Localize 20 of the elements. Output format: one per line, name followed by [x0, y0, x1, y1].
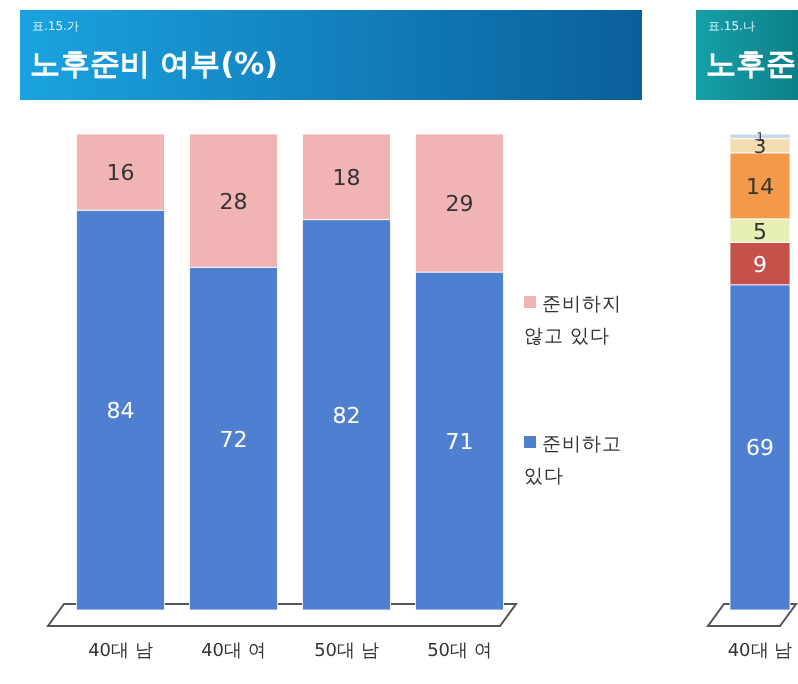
data-label: 72 — [219, 426, 248, 453]
data-label: 16 — [106, 160, 135, 186]
data-label: 3 — [753, 137, 767, 160]
data-label: 82 — [332, 402, 361, 429]
data-label: 84 — [106, 398, 135, 424]
chart-title: 노후준 — [706, 46, 796, 82]
data-label: 29 — [445, 190, 474, 217]
data-label: 14 — [746, 173, 774, 200]
x-tick-label: 40대 남 — [727, 642, 793, 662]
data-label: 28 — [219, 188, 248, 215]
data-label: 5 — [753, 218, 767, 245]
x-tick-label: 50대 여 — [427, 642, 492, 662]
x-tick-label: 40대 여 — [201, 642, 266, 662]
data-label: 69 — [746, 435, 774, 462]
data-label: 18 — [332, 164, 361, 191]
x-tick-label: 40대 남 — [88, 642, 153, 662]
x-tick-label: 50대 남 — [314, 642, 379, 662]
data-label: 9 — [753, 251, 767, 278]
data-label: 71 — [445, 428, 474, 455]
chart-title: 노후준비 여부(%) — [30, 46, 278, 82]
